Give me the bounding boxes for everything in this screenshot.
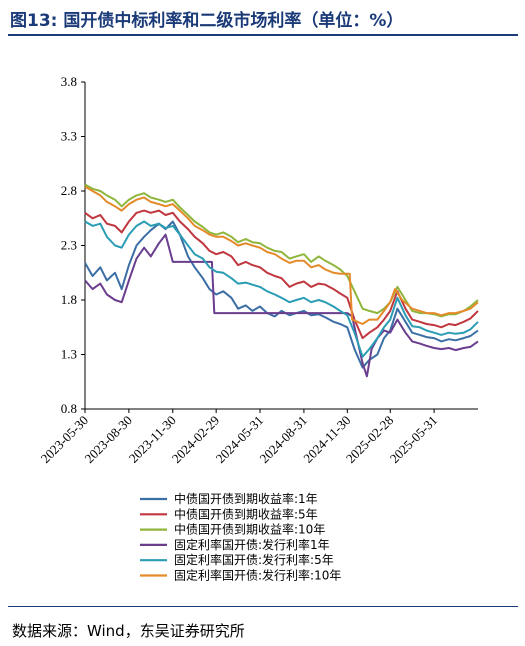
x-tick-label: 2025-05-31	[387, 413, 441, 467]
plot-area	[84, 183, 479, 378]
legend: 中债国开债到期收益率:1年中债国开债到期收益率:5年中债国开债到期收益率:10年…	[140, 491, 341, 583]
y-tick-label: 0.8	[61, 401, 77, 416]
y-axis: 3.8 3.3 2.8 2.3 1.8 1.3 0.8	[61, 74, 86, 416]
legend-label-2: 中债国开债到期收益率:5年	[174, 506, 318, 521]
y-tick-label: 1.3	[61, 347, 77, 362]
y-tick-label: 1.8	[61, 292, 77, 307]
series-line-5	[84, 220, 479, 358]
source-rule	[8, 606, 518, 607]
y-tick-label: 2.8	[61, 183, 77, 198]
series-line-6	[84, 185, 479, 325]
x-axis: 2023-05-302023-08-302023-11-302024-02-29…	[38, 408, 478, 467]
y-tick-label: 3.3	[61, 129, 77, 144]
legend-label-5: 固定利率国开债:发行利率:5年	[174, 552, 334, 567]
y-tick-label: 3.8	[61, 74, 77, 89]
series-line-1	[84, 220, 479, 369]
series-line-3	[84, 183, 479, 318]
legend-label-6: 固定利率国开债:发行利率:10年	[174, 568, 341, 583]
x-tick-label: 2023-08-30	[81, 413, 135, 467]
figure-number: 图13:	[10, 11, 58, 31]
series-line-2	[84, 209, 479, 340]
line-chart: 3.8 3.3 2.8 2.3 1.8 1.3 0.8 2023-05-302023-08-…	[38, 74, 479, 583]
figure-title-text: 国开债中标利率和二级市场利率（单位：%）	[63, 11, 404, 31]
legend-label-1: 中债国开债到期收益率:1年	[174, 491, 318, 506]
title-rule	[8, 34, 518, 36]
series-line-4	[84, 233, 479, 378]
figure-title: 图13: 国开债中标利率和二级市场利率（单位：%）	[10, 6, 515, 32]
legend-label-4: 固定利率国开债:发行利率1年	[174, 537, 330, 552]
y-tick-label: 2.3	[61, 238, 77, 253]
legend-label-3: 中债国开债到期收益率:10年	[174, 522, 325, 537]
source-note: 数据来源：Wind，东吴证券研究所	[12, 622, 245, 640]
